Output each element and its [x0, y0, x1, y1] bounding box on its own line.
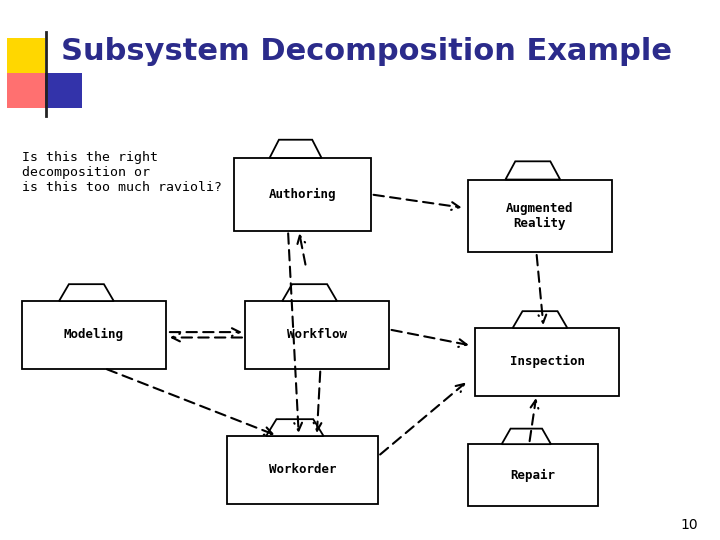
Polygon shape	[505, 161, 560, 179]
Text: Modeling: Modeling	[63, 328, 124, 341]
Bar	[227, 436, 378, 503]
Polygon shape	[266, 419, 323, 436]
Polygon shape	[502, 429, 551, 444]
Bar	[45, 73, 82, 108]
Polygon shape	[59, 284, 114, 301]
Bar	[468, 444, 598, 507]
Text: Workorder: Workorder	[269, 463, 336, 476]
Bar	[245, 301, 389, 368]
Text: Augmented
Reality: Augmented Reality	[506, 202, 574, 230]
Bar	[7, 38, 45, 73]
Text: Authoring: Authoring	[269, 188, 336, 201]
Bar	[234, 158, 371, 231]
Bar	[475, 328, 619, 395]
Text: Subsystem Decomposition Example: Subsystem Decomposition Example	[61, 37, 672, 66]
Bar	[7, 73, 45, 108]
Text: Inspection: Inspection	[510, 355, 585, 368]
Polygon shape	[269, 140, 322, 158]
Bar	[468, 179, 612, 252]
Bar	[22, 301, 166, 368]
Text: 10: 10	[681, 518, 698, 532]
Text: Repair: Repair	[510, 469, 555, 482]
Polygon shape	[513, 311, 567, 328]
Text: Is this the right
decomposition or
is this too much ravioli?: Is this the right decomposition or is th…	[22, 151, 222, 194]
Polygon shape	[282, 284, 337, 301]
Text: Workflow: Workflow	[287, 328, 347, 341]
